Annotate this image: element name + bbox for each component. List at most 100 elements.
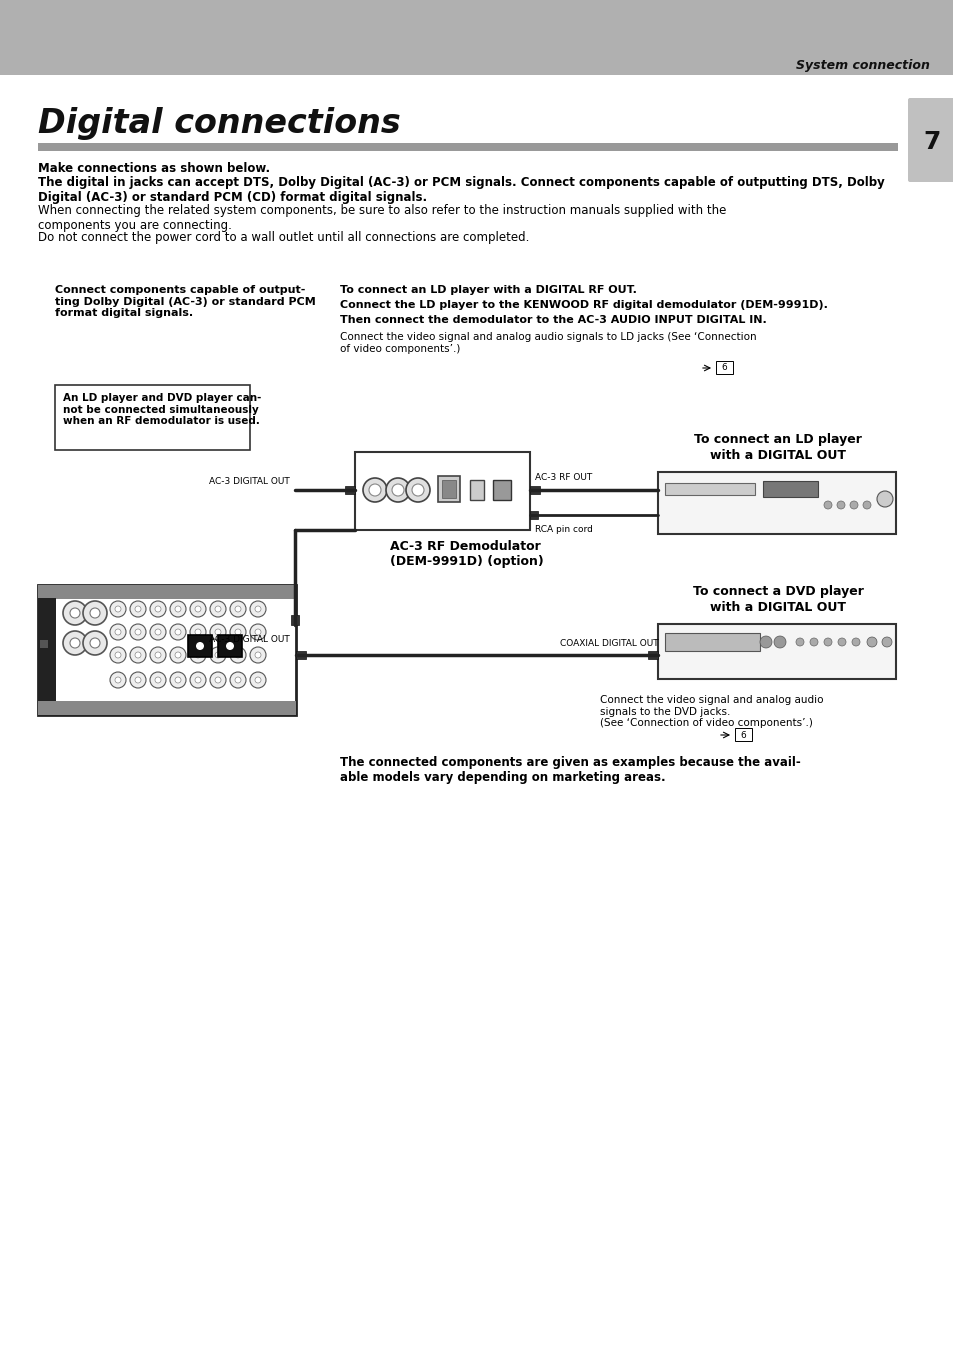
Circle shape [190, 624, 206, 640]
Circle shape [130, 624, 146, 640]
Text: Do not connect the power cord to a wall outlet until all connections are complet: Do not connect the power cord to a wall … [38, 231, 529, 245]
Bar [658, 471, 895, 534]
Circle shape [254, 630, 261, 635]
Circle shape [170, 624, 186, 640]
Circle shape [110, 647, 126, 663]
Bar [38, 585, 295, 598]
Bar [218, 635, 242, 657]
Circle shape [70, 608, 80, 617]
Circle shape [392, 484, 403, 496]
Circle shape [130, 601, 146, 617]
Circle shape [83, 601, 107, 626]
Bar [295, 651, 306, 659]
Circle shape [154, 607, 161, 612]
Bar [647, 651, 658, 659]
Circle shape [174, 630, 181, 635]
Circle shape [130, 647, 146, 663]
Circle shape [234, 630, 241, 635]
Circle shape [63, 601, 87, 626]
Text: AC-3 RF Demodulator: AC-3 RF Demodulator [390, 540, 540, 553]
Text: The digital in jacks can accept DTS, Dolby Digital (AC-3) or PCM signals. Connec: The digital in jacks can accept DTS, Dol… [38, 176, 883, 204]
Circle shape [363, 478, 387, 503]
Bar [188, 635, 212, 657]
Circle shape [230, 601, 246, 617]
Circle shape [174, 653, 181, 658]
Circle shape [170, 671, 186, 688]
Circle shape [823, 501, 831, 509]
Circle shape [115, 653, 121, 658]
Bar [762, 481, 817, 497]
Text: Make connections as shown below.: Make connections as shown below. [38, 162, 270, 176]
Circle shape [876, 490, 892, 507]
Circle shape [63, 631, 87, 655]
Circle shape [849, 501, 857, 509]
Text: COAXIAL DIGITAL OUT: COAXIAL DIGITAL OUT [559, 639, 658, 647]
Circle shape [230, 624, 246, 640]
Text: Connect the LD player to the KENWOOD RF digital demodulator (DEM-9991D).: Connect the LD player to the KENWOOD RF … [339, 300, 827, 309]
Bar [441, 480, 456, 499]
Circle shape [194, 607, 201, 612]
Circle shape [135, 677, 141, 684]
Circle shape [214, 630, 221, 635]
Circle shape [210, 624, 226, 640]
Circle shape [115, 630, 121, 635]
Circle shape [234, 607, 241, 612]
Circle shape [174, 677, 181, 684]
Circle shape [90, 638, 100, 648]
Bar [40, 640, 48, 648]
Bar [716, 361, 732, 374]
Circle shape [170, 647, 186, 663]
Circle shape [194, 653, 201, 658]
Text: An LD player and DVD player can-
not be connected simultaneously
when an RF demo: An LD player and DVD player can- not be … [63, 393, 261, 426]
Bar [38, 598, 56, 701]
Circle shape [154, 677, 161, 684]
Circle shape [135, 607, 141, 612]
Bar [291, 615, 298, 626]
Circle shape [154, 653, 161, 658]
Text: When connecting the related system components, be sure to also refer to the inst: When connecting the related system compo… [38, 204, 725, 232]
Circle shape [210, 601, 226, 617]
Circle shape [90, 608, 100, 617]
Circle shape [809, 638, 817, 646]
Circle shape [866, 638, 876, 647]
Bar [664, 634, 760, 651]
Circle shape [214, 677, 221, 684]
Text: The connected components are given as examples because the avail-
able models va: The connected components are given as ex… [339, 757, 800, 784]
Circle shape [190, 647, 206, 663]
Circle shape [226, 642, 233, 650]
Circle shape [250, 601, 266, 617]
Text: To connect a DVD player
with a DIGITAL OUT: To connect a DVD player with a DIGITAL O… [692, 585, 862, 613]
Text: (DEM-9991D) (option): (DEM-9991D) (option) [390, 555, 543, 567]
Circle shape [150, 624, 166, 640]
Text: Then connect the demodulator to the AC-3 AUDIO INPUT DIGITAL IN.: Then connect the demodulator to the AC-3… [339, 315, 766, 326]
Circle shape [823, 638, 831, 646]
Text: 7: 7 [923, 130, 940, 154]
Circle shape [851, 638, 859, 646]
Bar [470, 480, 483, 500]
Circle shape [882, 638, 891, 647]
Circle shape [135, 630, 141, 635]
Circle shape [214, 653, 221, 658]
Circle shape [230, 671, 246, 688]
Text: AC-3 DIGITAL OUT: AC-3 DIGITAL OUT [209, 477, 290, 486]
Text: AC-3 DIGITAL OUT: AC-3 DIGITAL OUT [209, 635, 290, 644]
Circle shape [190, 671, 206, 688]
Bar [345, 486, 355, 494]
Bar [437, 476, 459, 503]
Bar [530, 486, 539, 494]
Circle shape [254, 607, 261, 612]
Circle shape [386, 478, 410, 503]
Bar [55, 385, 250, 450]
Circle shape [115, 607, 121, 612]
FancyBboxPatch shape [907, 99, 953, 182]
Text: 6: 6 [740, 731, 745, 739]
Bar [38, 585, 295, 715]
Text: To connect an LD player with a DIGITAL RF OUT.: To connect an LD player with a DIGITAL R… [339, 285, 637, 295]
Circle shape [190, 601, 206, 617]
Circle shape [195, 642, 204, 650]
Circle shape [862, 501, 870, 509]
Text: RCA pin cord: RCA pin cord [535, 524, 592, 534]
Circle shape [110, 671, 126, 688]
Bar [493, 480, 511, 500]
Circle shape [254, 653, 261, 658]
